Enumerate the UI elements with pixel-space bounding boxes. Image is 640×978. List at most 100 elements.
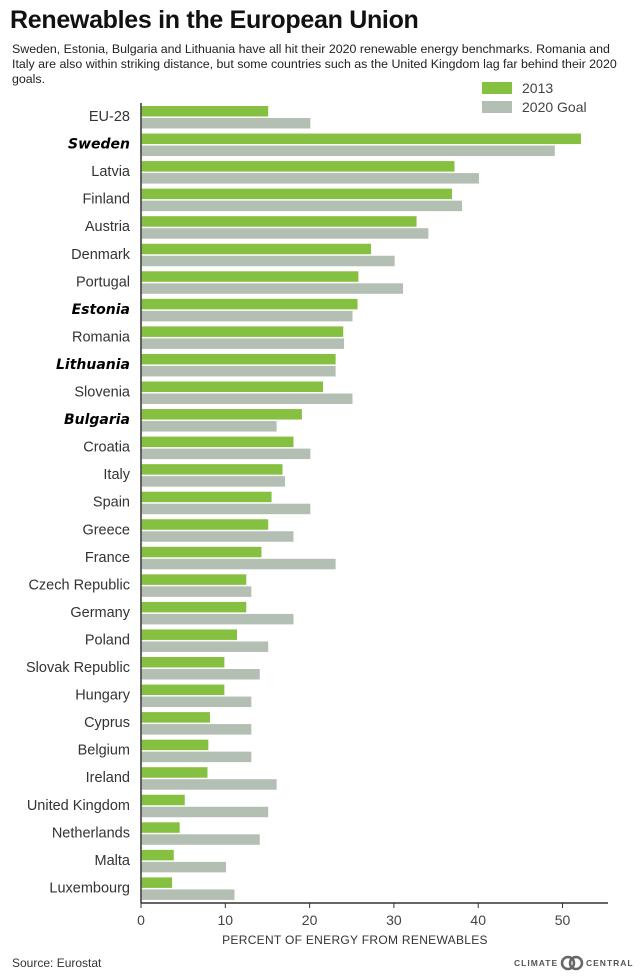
bar-latvia-2013: [141, 161, 455, 172]
x-tick-label-30: 30: [386, 912, 402, 928]
bar-denmark-2020-goal: [141, 255, 395, 267]
chart-subtitle: Sweden, Estonia, Bulgaria and Lithuania …: [12, 42, 617, 86]
category-label-germany: Germany: [70, 605, 130, 621]
category-labels: EU-28 Sweden Latvia Finland Austria Denmark Po…: [26, 109, 131, 896]
category-label-france: France: [85, 550, 130, 566]
x-axis-label: PERCENT OF ENERGY FROM RENEWABLES: [222, 933, 488, 947]
bar-netherlands-2020-goal: [141, 834, 260, 845]
legend-swatch-2013: [482, 82, 512, 94]
bar-eu-28-2020-goal: [141, 118, 311, 129]
climate-central-logo: CLIMATE CENTRAL: [514, 955, 634, 971]
bar-romania-2013: [141, 326, 344, 337]
x-tick-label-20: 20: [302, 912, 318, 928]
bar-united-kingdom-2013: [141, 794, 185, 806]
brand-left-text: CLIMATE: [514, 958, 558, 968]
bar-lithuania-2020-goal: [141, 365, 336, 377]
category-label-estonia: Estonia: [72, 302, 130, 318]
bar-luxembourg-2013: [141, 877, 173, 888]
bar-sweden-2013: [141, 133, 581, 145]
category-label-denmark: Denmark: [71, 247, 131, 263]
bar-france-2020-goal: [141, 558, 336, 570]
bar-malta-2020-goal: [141, 861, 227, 873]
bar-spain-2013: [141, 491, 272, 503]
x-tick-label-40: 40: [470, 912, 486, 928]
bars-group: [141, 106, 581, 900]
category-label-sweden: Sweden: [68, 137, 130, 153]
category-label-latvia: Latvia: [91, 164, 131, 180]
legend-label-2020-goal: 2020 Goal: [522, 99, 587, 115]
category-label-portugal: Portugal: [76, 274, 130, 290]
brand-right-text: CENTRAL: [586, 958, 634, 968]
category-label-eu-28: EU-28: [89, 109, 130, 125]
bar-estonia-2013: [141, 298, 358, 310]
bar-slovak-republic-2020-goal: [141, 669, 260, 680]
bar-cyprus-2013: [141, 712, 211, 723]
source-note: Source: Eurostat: [12, 956, 102, 970]
category-label-poland: Poland: [85, 632, 130, 648]
category-label-lithuania: Lithuania: [56, 357, 130, 373]
category-label-greece: Greece: [82, 522, 130, 538]
category-label-united-kingdom: United Kingdom: [27, 798, 130, 814]
category-label-austria: Austria: [85, 219, 131, 235]
legend: 2013 2020 Goal: [482, 80, 587, 115]
bar-estonia-2020-goal: [141, 310, 353, 322]
bar-lithuania-2013: [141, 353, 336, 365]
category-label-italy: Italy: [103, 467, 130, 483]
bar-portugal-2013: [141, 271, 359, 282]
bar-greece-2020-goal: [141, 531, 294, 542]
logo-circle-right-icon: [568, 955, 584, 971]
bar-netherlands-2013: [141, 822, 180, 833]
bar-ireland-2020-goal: [141, 779, 277, 790]
bar-croatia-2020-goal: [141, 448, 311, 460]
bar-belgium-2013: [141, 739, 209, 751]
bar-ireland-2013: [141, 767, 208, 778]
category-label-cyprus: Cyprus: [84, 715, 130, 731]
legend-swatch-2020-goal: [482, 101, 512, 113]
bar-slovenia-2013: [141, 381, 323, 392]
category-label-slovak-republic: Slovak Republic: [26, 660, 130, 676]
bar-italy-2013: [141, 464, 283, 475]
legend-label-2013: 2013: [522, 80, 553, 96]
x-tick-label-0: 0: [137, 912, 145, 928]
category-label-bulgaria: Bulgaria: [64, 412, 130, 428]
category-label-ireland: Ireland: [86, 770, 130, 786]
bar-cyprus-2020-goal: [141, 724, 252, 735]
category-label-spain: Spain: [93, 495, 130, 511]
bar-portugal-2020-goal: [141, 283, 404, 294]
bar-austria-2020-goal: [141, 228, 429, 239]
bar-austria-2013: [141, 216, 417, 227]
category-label-slovenia: Slovenia: [74, 385, 131, 401]
category-label-malta: Malta: [95, 853, 131, 869]
category-label-romania: Romania: [72, 329, 131, 345]
category-label-finland: Finland: [82, 192, 130, 208]
bar-luxembourg-2020-goal: [141, 889, 235, 900]
bar-slovenia-2020-goal: [141, 393, 353, 404]
bar-croatia-2013: [141, 436, 294, 448]
category-label-croatia: Croatia: [83, 440, 131, 456]
bar-romania-2020-goal: [141, 338, 345, 349]
bar-finland-2013: [141, 188, 452, 200]
x-tick-label-10: 10: [218, 912, 234, 928]
x-tick-label-50: 50: [555, 912, 571, 928]
bar-latvia-2020-goal: [141, 173, 479, 184]
bar-slovak-republic-2013: [141, 657, 225, 668]
bar-bulgaria-2020-goal: [141, 421, 277, 432]
bar-spain-2020-goal: [141, 503, 311, 515]
category-label-czech-republic: Czech Republic: [28, 577, 130, 593]
category-label-netherlands: Netherlands: [52, 825, 130, 841]
bar-bulgaria-2013: [141, 409, 302, 420]
bar-greece-2013: [141, 519, 269, 530]
bar-czech-republic-2020-goal: [141, 586, 252, 597]
bar-czech-republic-2013: [141, 574, 247, 585]
x-axis-ticks: 0 10 20 30 40 50: [137, 903, 570, 928]
bar-malta-2013: [141, 849, 174, 861]
bar-sweden-2020-goal: [141, 145, 555, 157]
bar-poland-2013: [141, 629, 238, 640]
bar-belgium-2020-goal: [141, 751, 252, 763]
bar-united-kingdom-2020-goal: [141, 806, 269, 818]
bar-hungary-2020-goal: [141, 696, 252, 708]
bar-denmark-2013: [141, 243, 372, 255]
bar-italy-2020-goal: [141, 476, 286, 487]
bar-france-2013: [141, 546, 262, 558]
